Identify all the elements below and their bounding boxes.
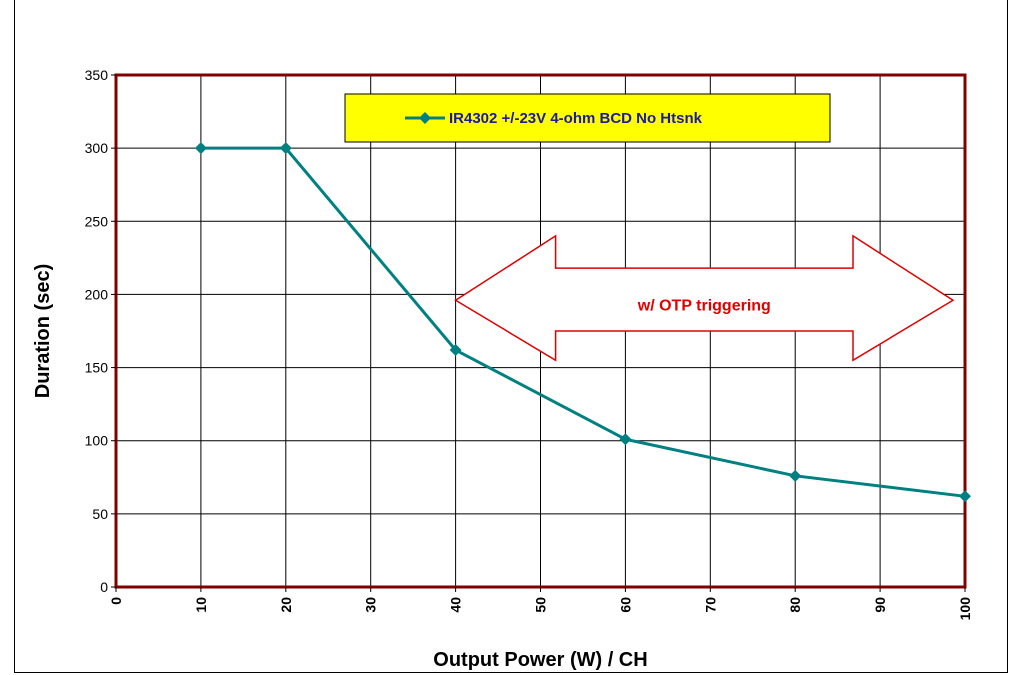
x-tick-label: 40 [448,597,464,613]
x-tick-label: 90 [872,597,888,613]
x-tick-label: 10 [193,597,209,613]
series-group [194,142,971,503]
x-tick-label: 100 [957,597,973,621]
y-tick-label: 50 [92,506,108,522]
y-tick-label: 250 [85,213,109,229]
y-tick-label: 0 [100,579,108,595]
y-axis-title: Duration (sec) [32,264,54,398]
data-point-marker [194,142,207,155]
x-tick-label: 0 [108,597,124,605]
x-axis: 0 10 20 30 40 50 60 70 80 90 100 [108,587,973,620]
legend-diamond-marker [419,112,431,124]
y-tick-label: 150 [85,360,109,376]
chart-frame: 0 50 100 150 200 250 300 350 0 10 20 30 40 50 60 70 80 9… [14,0,1008,673]
x-tick-label: 20 [278,597,294,613]
data-point-marker [279,142,292,155]
y-tick-label: 350 [85,67,109,83]
x-tick-label: 30 [363,597,379,613]
y-tick-label: 300 [85,140,109,156]
x-tick-label: 70 [702,597,718,613]
double-arrow-shape [454,234,955,362]
otp-annotation: w/ OTP triggering [454,234,955,362]
legend: IR4302 +/-23V 4-ohm BCD No Htsnk [344,93,831,143]
y-axis: 0 50 100 150 200 250 300 350 [85,67,116,595]
data-point-marker [959,490,971,503]
data-point-marker [789,469,802,482]
data-point-marker [449,344,462,357]
annotation-label: w/ OTP triggering [637,297,771,314]
series-line [200,146,966,498]
y-tick-label: 200 [85,286,109,302]
legend-label: IR4302 +/-23V 4-ohm BCD No Htsnk [449,110,703,127]
x-tick-label: 60 [617,597,633,613]
line-chart: 0 50 100 150 200 250 300 350 0 10 20 30 40 50 60 70 80 9… [32,67,973,671]
x-axis-title: Output Power (W) / CH [433,649,647,671]
y-tick-label: 100 [85,433,109,449]
x-tick-label: 50 [533,597,549,613]
data-point-marker [619,433,632,446]
x-tick-label: 80 [787,597,803,613]
